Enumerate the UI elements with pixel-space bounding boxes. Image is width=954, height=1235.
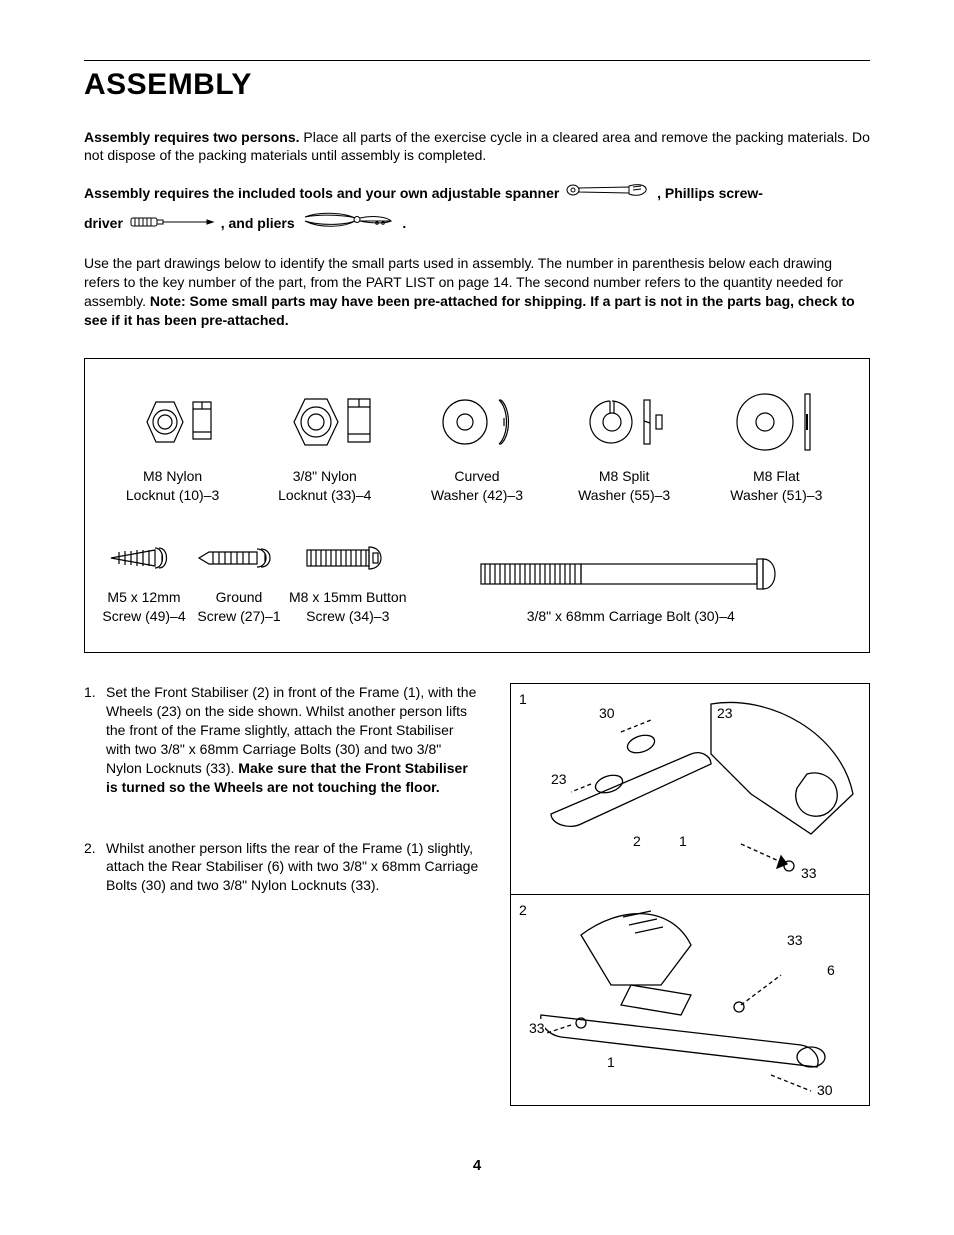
part-label-l1: M8 Nylon (126, 467, 219, 486)
locknut-icon (270, 387, 380, 457)
parts-row-2: M5 x 12mm Screw (49)–4 Ground S (99, 538, 855, 626)
part-label-l1: 3/8" x 68mm Carriage Bolt (30)–4 (527, 607, 735, 626)
tools-seg3: driver (84, 215, 123, 231)
locknut-icon (123, 387, 223, 457)
part-38-nylon-locknut: 3/8" Nylon Locknut (33)–4 (270, 387, 380, 505)
part-label-l1: M8 Split (578, 467, 670, 486)
split-washer-icon (574, 387, 674, 457)
part-label-l2: Washer (55)–3 (578, 486, 670, 505)
part-label-l2: Screw (34)–3 (289, 607, 407, 626)
screw-icon (99, 538, 189, 578)
diagram-label: 2 (633, 832, 641, 851)
part-label-l2: Locknut (10)–3 (126, 486, 219, 505)
part-carriage-bolt: 3/8" x 68mm Carriage Bolt (30)–4 (407, 551, 856, 626)
part-curved-washer: Curved Washer (42)–3 (427, 387, 527, 505)
pliers-icon (301, 209, 397, 240)
diagram-1-drawing (511, 684, 869, 894)
assembly-diagrams: 1 30 23 23 2 1 33 (510, 683, 870, 1106)
diagram-label: 6 (827, 961, 835, 980)
part-ground-screw: Ground Screw (27)–1 (189, 538, 289, 626)
parts-row-1: M8 Nylon Locknut (10)–3 3/8" Nylon Lockn… (99, 387, 855, 505)
part-label-l1: Curved (431, 467, 523, 486)
step-1: 1. Set the Front Stabiliser (2) in front… (84, 683, 480, 796)
diagram-2-drawing (511, 895, 869, 1105)
step-2: 2. Whilst another person lifts the rear … (84, 839, 480, 896)
tools-seg1: Assembly requires the included tools and… (84, 185, 559, 201)
assembly-steps: 1. Set the Front Stabiliser (2) in front… (84, 683, 870, 1106)
part-label-l1: 3/8" Nylon (278, 467, 371, 486)
part-label-l2: Screw (49)–4 (102, 607, 185, 626)
part-label-l2: Screw (27)–1 (197, 607, 280, 626)
intro-paragraph: Assembly requires two persons. Place all… (84, 128, 870, 166)
parts-chart: M8 Nylon Locknut (10)–3 3/8" Nylon Lockn… (84, 358, 870, 654)
tools-seg2: , Phillips screw- (657, 185, 763, 201)
step-2-number: 2. (84, 839, 106, 896)
diagram-label: 1 (607, 1053, 615, 1072)
washer-icon (427, 387, 527, 457)
part-m8-split-washer: M8 Split Washer (55)–3 (574, 387, 674, 505)
part-m8-flat-washer: M8 Flat Washer (51)–3 (721, 387, 831, 505)
spanner-icon (565, 180, 651, 209)
tools-seg4: , and pliers (221, 215, 295, 231)
diagram-label: 1 (679, 832, 687, 851)
diagram-1: 1 30 23 23 2 1 33 (511, 684, 869, 895)
top-rule (84, 60, 870, 61)
diagram-label: 33 (529, 1019, 545, 1038)
diagram-2: 2 33 6 33 1 30 (511, 895, 869, 1105)
part-m5-screw: M5 x 12mm Screw (49)–4 (99, 538, 189, 626)
carriage-bolt-icon (471, 551, 791, 597)
step-1-number: 1. (84, 683, 106, 796)
part-label-l2: Locknut (33)–4 (278, 486, 371, 505)
parts-paragraph-bold: Note: Some small parts may have been pre… (84, 293, 855, 328)
intro-lead: Assembly requires two persons. (84, 129, 300, 145)
tools-seg5: . (402, 215, 406, 231)
page-number: 4 (84, 1156, 870, 1176)
part-m8-nylon-locknut: M8 Nylon Locknut (10)–3 (123, 387, 223, 505)
screwdriver-icon (129, 211, 215, 239)
page-title: ASSEMBLY (84, 65, 870, 106)
diagram-label: 30 (817, 1081, 833, 1100)
parts-paragraph: Use the part drawings below to identify … (84, 254, 870, 330)
diagram-1-corner: 1 (519, 690, 527, 709)
part-label-l1: M8 Flat (730, 467, 822, 486)
part-label-l1: M5 x 12mm (102, 588, 185, 607)
part-m8-button-screw: M8 x 15mm Button Screw (34)–3 (289, 538, 407, 626)
part-label-l2: Washer (42)–3 (431, 486, 523, 505)
part-label-l1: M8 x 15mm Button (289, 588, 407, 607)
part-label-l1: Ground (197, 588, 280, 607)
button-screw-icon (293, 538, 403, 578)
diagram-2-corner: 2 (519, 901, 527, 920)
tools-paragraph: Assembly requires the included tools and… (84, 179, 870, 240)
diagram-label: 23 (717, 704, 733, 723)
screw-icon (189, 538, 289, 578)
step-2-text: Whilst another person lifts the rear of … (106, 840, 478, 894)
diagram-label: 33 (787, 931, 803, 950)
diagram-label: 30 (599, 704, 615, 723)
diagram-label: 23 (551, 770, 567, 789)
flat-washer-icon (721, 387, 831, 457)
diagram-label: 33 (801, 864, 817, 883)
part-label-l2: Washer (51)–3 (730, 486, 822, 505)
